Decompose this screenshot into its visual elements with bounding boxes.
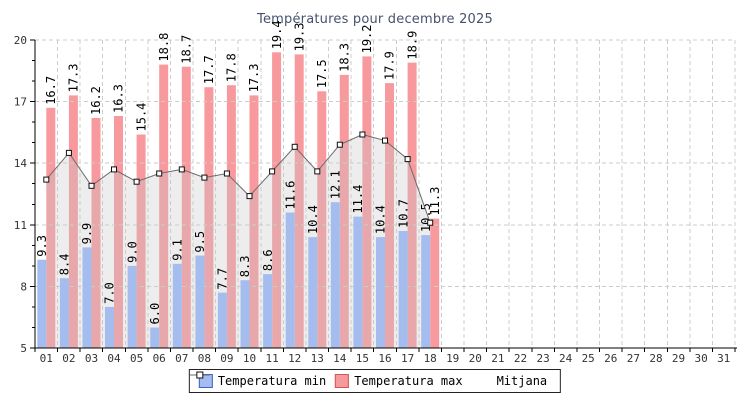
gridlines bbox=[35, 39, 736, 348]
svg-text:29: 29 bbox=[672, 352, 685, 365]
svg-text:11.3: 11.3 bbox=[428, 187, 442, 216]
svg-text:15.4: 15.4 bbox=[134, 103, 148, 132]
svg-text:10.7: 10.7 bbox=[396, 199, 410, 228]
svg-text:13: 13 bbox=[311, 352, 324, 365]
svg-text:17.8: 17.8 bbox=[225, 53, 239, 82]
svg-text:17.7: 17.7 bbox=[202, 55, 216, 84]
max-bars bbox=[46, 52, 440, 349]
svg-text:17.5: 17.5 bbox=[315, 59, 329, 88]
svg-text:01: 01 bbox=[40, 352, 53, 365]
svg-text:5: 5 bbox=[20, 342, 27, 355]
legend-label-max: Temperatura max bbox=[354, 374, 463, 388]
legend-swatch-max-icon bbox=[335, 374, 350, 388]
axes bbox=[30, 39, 737, 352]
legend-label-min: Temperatura min bbox=[217, 374, 327, 388]
svg-text:19.4: 19.4 bbox=[270, 20, 284, 49]
svg-text:06: 06 bbox=[153, 352, 166, 365]
svg-text:12: 12 bbox=[288, 352, 301, 365]
svg-text:11.6: 11.6 bbox=[283, 181, 297, 210]
mean-line bbox=[45, 133, 431, 223]
svg-text:18.9: 18.9 bbox=[405, 31, 419, 60]
svg-text:22: 22 bbox=[514, 352, 527, 365]
svg-text:9.0: 9.0 bbox=[125, 241, 139, 263]
svg-text:16: 16 bbox=[378, 352, 391, 365]
svg-text:16.3: 16.3 bbox=[112, 84, 126, 113]
svg-text:19.3: 19.3 bbox=[292, 22, 306, 51]
svg-text:26: 26 bbox=[604, 352, 617, 365]
svg-text:7.7: 7.7 bbox=[216, 268, 230, 290]
svg-text:18.7: 18.7 bbox=[180, 35, 194, 64]
svg-text:02: 02 bbox=[62, 352, 75, 365]
svg-text:8.4: 8.4 bbox=[58, 254, 72, 276]
svg-text:07: 07 bbox=[175, 352, 188, 365]
svg-text:21: 21 bbox=[491, 352, 504, 365]
chart-canvas: 9.3 8.4 9.9 7.0 9.0 6.0 9.1 9.5 7.7 8.3 8.6 11.6 10.… bbox=[14, 20, 737, 365]
svg-text:10.4: 10.4 bbox=[306, 205, 320, 234]
svg-text:9.3: 9.3 bbox=[35, 235, 49, 257]
svg-text:15: 15 bbox=[356, 352, 369, 365]
svg-text:17.9: 17.9 bbox=[383, 51, 397, 80]
svg-text:11: 11 bbox=[14, 219, 27, 232]
svg-text:10: 10 bbox=[243, 352, 256, 365]
chart-title: Températures pour decembre 2025 bbox=[257, 12, 493, 27]
svg-text:05: 05 bbox=[130, 352, 143, 365]
svg-text:7.0: 7.0 bbox=[103, 282, 117, 304]
svg-text:10.4: 10.4 bbox=[374, 205, 388, 234]
y-tick-labels: 5 8 11 14 17 20 bbox=[14, 34, 28, 355]
svg-text:16.7: 16.7 bbox=[44, 76, 58, 105]
mean-markers bbox=[43, 131, 434, 226]
svg-text:23: 23 bbox=[536, 352, 549, 365]
svg-text:25: 25 bbox=[582, 352, 595, 365]
x-tick-labels: 01 02 03 04 05 06 07 08 09 10 11 12 13 14 15 16 17 18 19 20… bbox=[40, 352, 731, 365]
svg-text:19.2: 19.2 bbox=[360, 24, 374, 53]
svg-text:18.3: 18.3 bbox=[338, 43, 352, 72]
legend: Temperatura min Temperatura max Mitjana bbox=[188, 369, 562, 393]
svg-text:17.3: 17.3 bbox=[67, 63, 81, 92]
svg-text:9.1: 9.1 bbox=[171, 239, 185, 261]
svg-text:8.6: 8.6 bbox=[261, 249, 275, 271]
svg-text:17: 17 bbox=[14, 96, 27, 109]
svg-text:19: 19 bbox=[446, 352, 459, 365]
svg-text:11.4: 11.4 bbox=[351, 185, 365, 214]
svg-text:14: 14 bbox=[14, 157, 28, 170]
svg-text:12.1: 12.1 bbox=[329, 170, 343, 199]
min-bars bbox=[37, 202, 431, 348]
svg-text:14: 14 bbox=[333, 352, 347, 365]
legend-label-mean: Mitjana bbox=[496, 374, 548, 388]
mitjana-marker-icon bbox=[189, 371, 492, 386]
svg-text:18: 18 bbox=[424, 352, 437, 365]
value-labels: 9.3 8.4 9.9 7.0 9.0 6.0 9.1 9.5 7.7 8.3 8.6 11.6 10.… bbox=[35, 20, 442, 324]
svg-text:8: 8 bbox=[20, 280, 27, 293]
svg-text:17: 17 bbox=[401, 352, 414, 365]
svg-text:28: 28 bbox=[649, 352, 662, 365]
svg-text:03: 03 bbox=[85, 352, 98, 365]
svg-text:09: 09 bbox=[220, 352, 233, 365]
svg-text:08: 08 bbox=[198, 352, 211, 365]
svg-text:9.9: 9.9 bbox=[80, 223, 94, 245]
svg-text:9.5: 9.5 bbox=[193, 231, 207, 253]
svg-text:30: 30 bbox=[694, 352, 707, 365]
svg-text:16.2: 16.2 bbox=[89, 86, 103, 115]
svg-text:20: 20 bbox=[469, 352, 482, 365]
svg-text:11: 11 bbox=[265, 352, 278, 365]
svg-text:8.3: 8.3 bbox=[238, 256, 252, 278]
svg-text:24: 24 bbox=[559, 352, 573, 365]
svg-text:6.0: 6.0 bbox=[148, 303, 162, 325]
svg-text:20: 20 bbox=[14, 34, 27, 47]
svg-text:27: 27 bbox=[627, 352, 640, 365]
svg-text:17.3: 17.3 bbox=[247, 63, 261, 92]
svg-text:04: 04 bbox=[107, 352, 121, 365]
svg-text:18.8: 18.8 bbox=[157, 33, 171, 62]
svg-text:31: 31 bbox=[717, 352, 730, 365]
